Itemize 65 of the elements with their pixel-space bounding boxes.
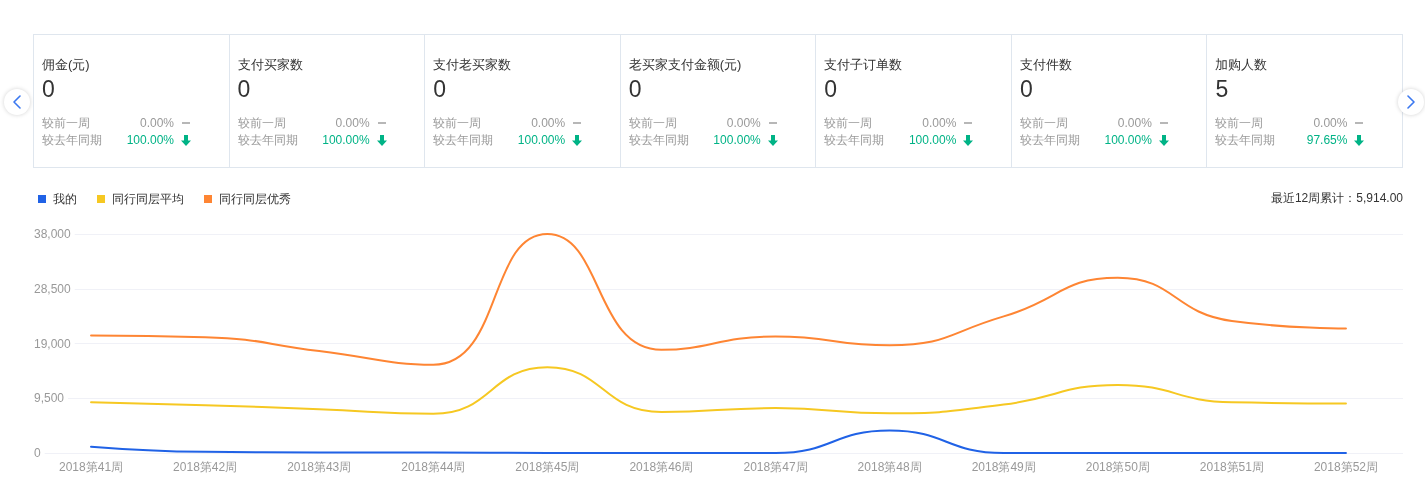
x-tick-label: 2018第46周 <box>629 460 694 474</box>
x-tick-label: 2018第45周 <box>515 460 580 474</box>
data-label: 0.00% <box>531 115 566 131</box>
data-label: 0 <box>628 76 642 102</box>
text: 较前一周 <box>628 116 677 130</box>
x-tick-label: 2018第41周 <box>59 460 124 474</box>
data-label: 100.00% <box>713 132 761 148</box>
x-tick-label: 2018第52周 <box>1313 460 1378 474</box>
category-label: 支付老买家数 <box>433 57 512 73</box>
data-label: 0.00% <box>139 115 174 131</box>
data-label: 97.65% <box>1306 132 1348 148</box>
text: 较去年同期 <box>237 133 298 147</box>
category-label: 支付子订单数 <box>824 57 903 73</box>
x-tick-label: 2018第48周 <box>857 460 922 474</box>
text: 较去年同期 <box>1215 133 1276 147</box>
data-label: 5 <box>1215 76 1229 102</box>
line-series <box>90 233 1347 366</box>
text: 较前一周 <box>1215 116 1264 130</box>
text: 较去年同期 <box>433 133 494 147</box>
x-tick-label: 2018第42周 <box>173 460 238 474</box>
text: 较前一周 <box>1019 116 1068 130</box>
data-label: 100.00% <box>1104 132 1152 148</box>
category-label: 支付买家数 <box>237 57 303 73</box>
data-label: 0 <box>433 76 446 102</box>
y-tick-label: 0 <box>34 446 41 460</box>
line-series <box>90 366 1347 415</box>
x-tick-label: 2018第49周 <box>971 460 1036 474</box>
data-label: 0.00% <box>335 115 370 131</box>
data-label: 0.00% <box>1117 115 1152 131</box>
text: 较去年同期 <box>824 133 885 147</box>
text: 较去年同期 <box>1019 133 1080 147</box>
text: 最近12周累计：5,914.00 <box>1270 191 1404 205</box>
y-tick-label: 19,000 <box>34 336 72 351</box>
legend-label: 我的 <box>53 192 77 206</box>
line-series <box>90 429 1347 454</box>
text: 较去年同期 <box>42 132 102 148</box>
category-label: 佣金(元) <box>42 57 90 73</box>
category-label: 支付件数 <box>1019 57 1072 73</box>
data-label: 100.00% <box>322 132 370 148</box>
category-label: 老买家支付金额(元) <box>628 57 742 73</box>
text: 较前一周 <box>433 116 482 130</box>
text: 较前一周 <box>237 116 286 130</box>
data-label: 0 <box>824 76 838 102</box>
x-tick-label: 2018第44周 <box>401 460 466 474</box>
x-tick-label: 2018第43周 <box>287 460 352 474</box>
text: 较前一周 <box>824 116 873 130</box>
data-label: 0.00% <box>922 115 957 131</box>
y-tick-label: 28,500 <box>34 281 72 296</box>
x-tick-label: 2018第51周 <box>1199 460 1264 474</box>
x-tick-label: 2018第47周 <box>743 460 808 474</box>
category-label: 加购人数 <box>1215 57 1268 73</box>
data-label: 0.00% <box>1313 115 1348 131</box>
data-label: 100.00% <box>517 132 566 148</box>
text: 较前一周 <box>42 115 90 131</box>
data-label: 0.00% <box>726 115 761 131</box>
data-label: 100.00% <box>908 132 957 148</box>
data-label: 0 <box>237 76 251 102</box>
y-tick-label: 38,000 <box>34 227 72 241</box>
y-tick-label: 9,500 <box>34 391 65 406</box>
legend-label: 同行同层平均 <box>112 192 184 206</box>
data-label: 100.00% <box>126 132 174 148</box>
x-tick-label: 2018第50周 <box>1085 460 1150 474</box>
legend-label: 同行同层优秀 <box>219 192 291 206</box>
text: 较去年同期 <box>628 133 689 147</box>
data-label: 0 <box>1019 76 1033 102</box>
